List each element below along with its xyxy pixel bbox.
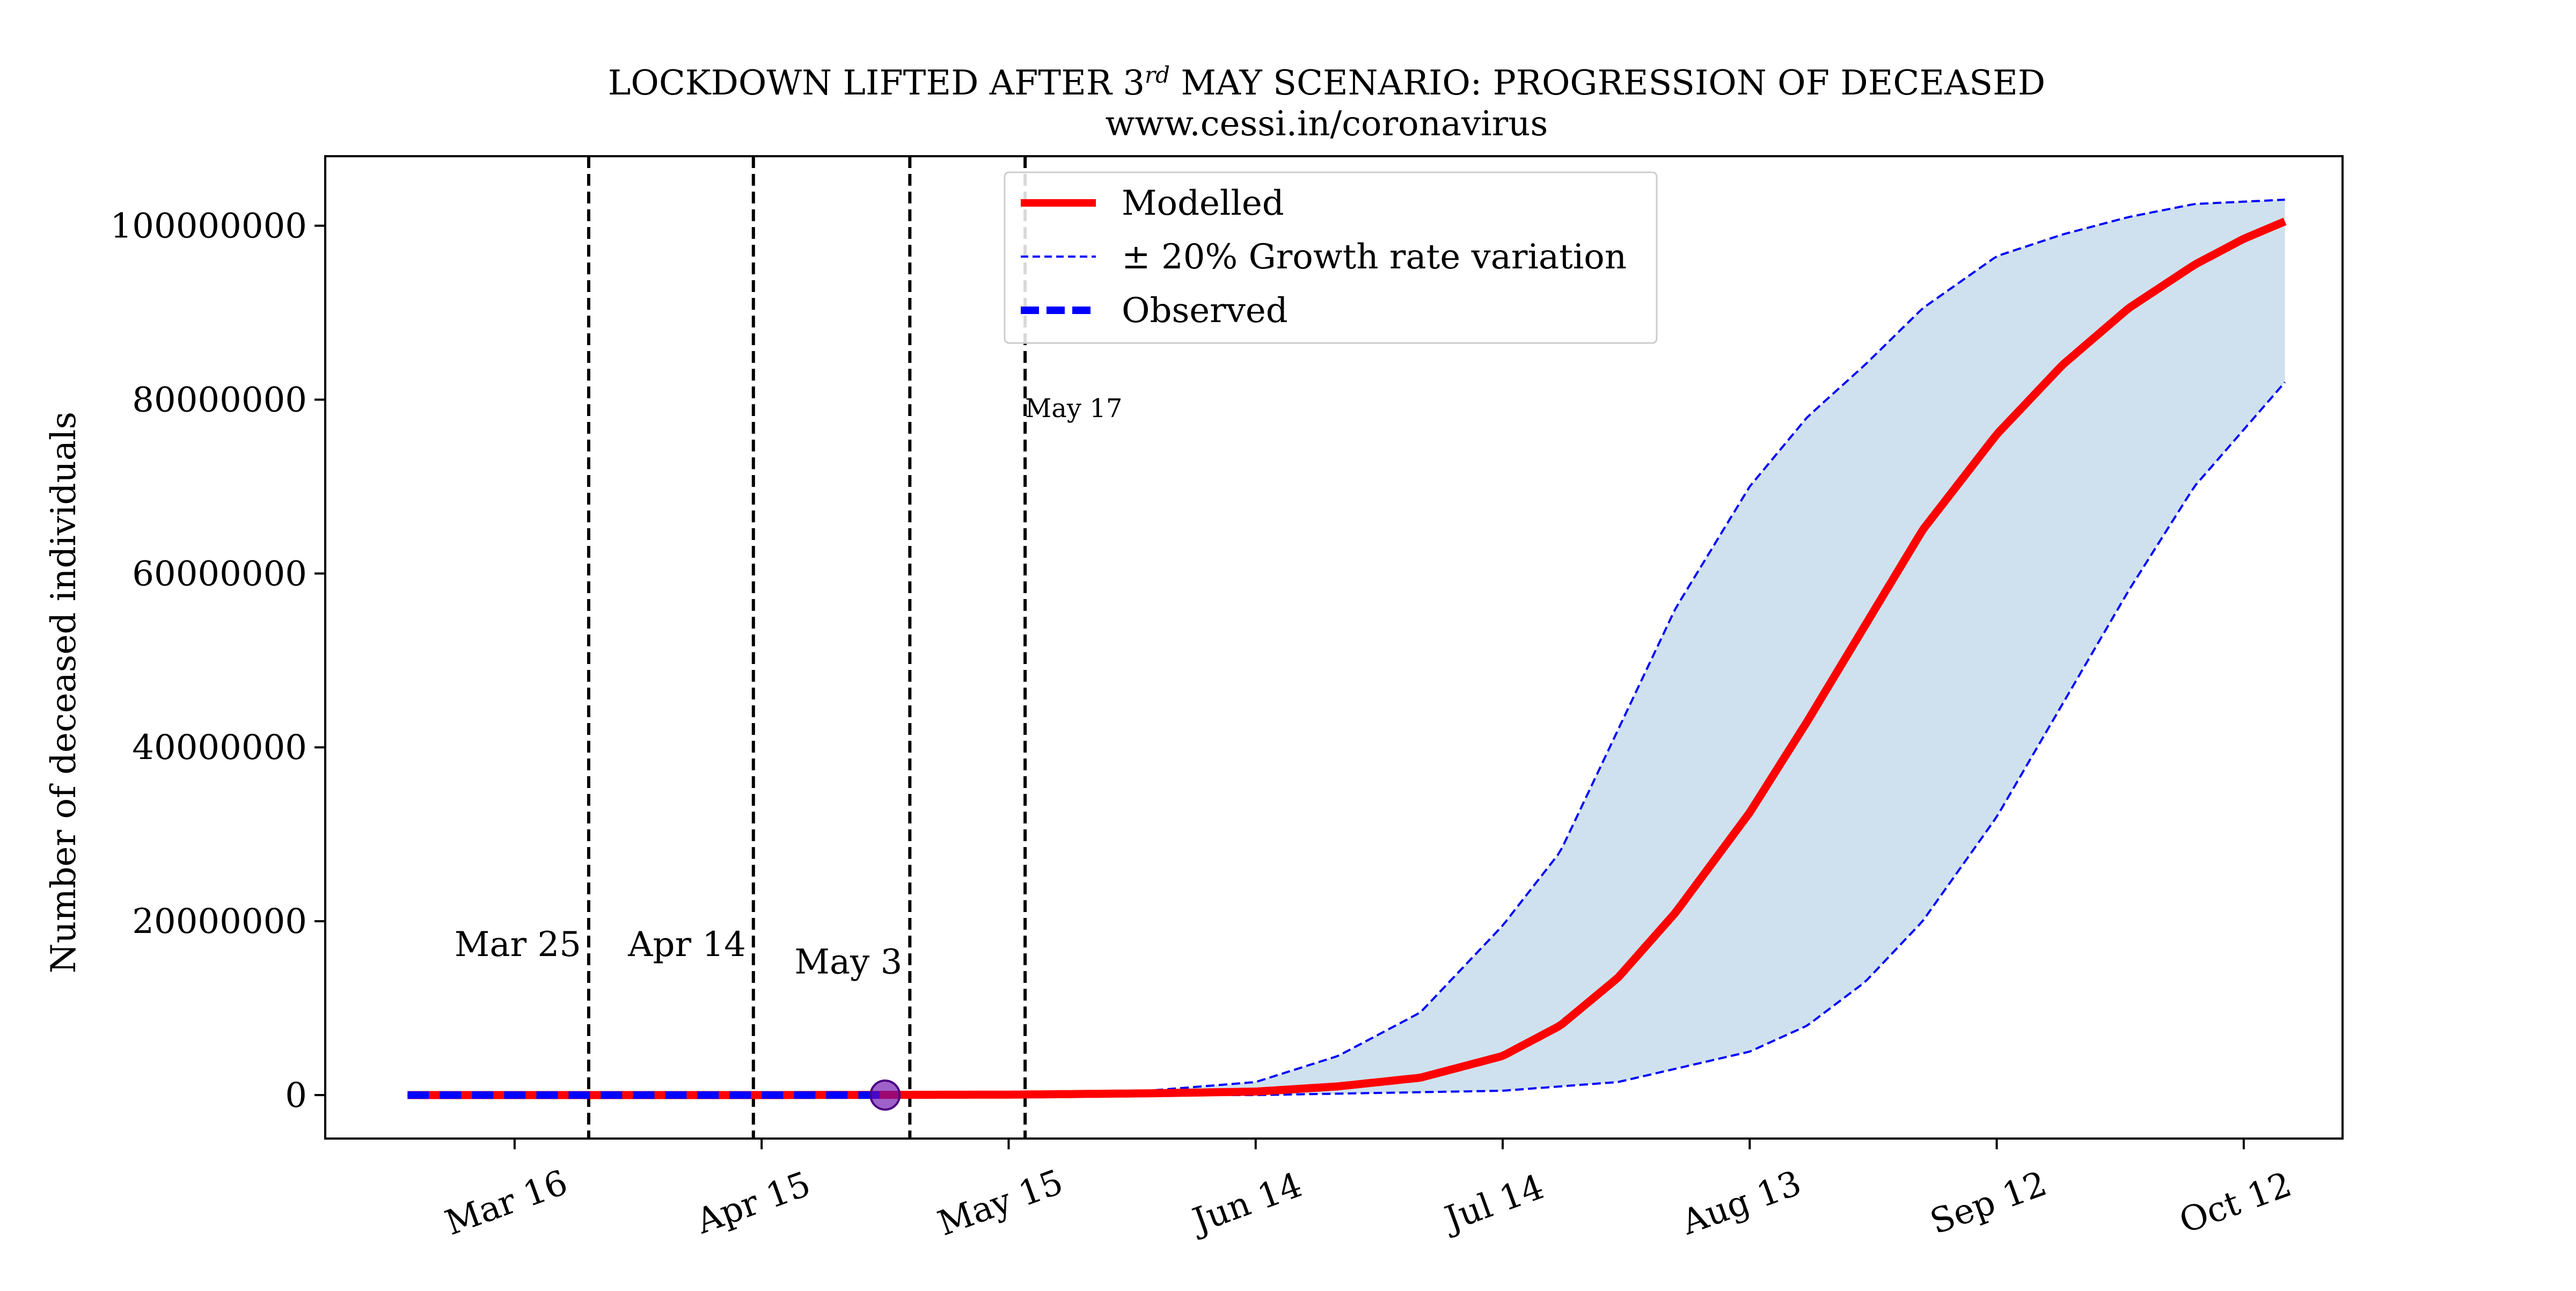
x-tick-label-4: Jul 14 [1437,1167,1549,1240]
series-modelled [407,217,2287,1099]
legend-label-2: Observed [1122,291,1288,331]
observed-marker [869,1080,901,1111]
plot-area: Mar 25 Apr 14 May 3 May 17 0 20000000 40000000… [111,155,2344,1244]
x-tick-label-6: Sep 12 [1925,1164,2052,1242]
legend-label-1: ± 20% Growth rate variation [1122,237,1627,277]
chart-title-rest: MAY SCENARIO: PROGRESSION OF DECEASED [1170,63,2045,103]
y-tick-label-1: 20000000 [132,902,307,942]
legend: Modelled ± 20% Growth rate variation Obser… [1004,171,1658,344]
y-tick-label-0: 0 [285,1076,307,1115]
x-tick-label-1: Apr 15 [691,1164,816,1242]
chart-title-main: LOCKDOWN LIFTED AFTER 3 [608,63,1145,103]
x-tick-label-3: Jun 14 [1185,1165,1307,1242]
plot-frame [324,155,2344,1140]
vline-label-1: Apr 14 [627,925,746,965]
vline-label-2: May 3 [794,942,902,982]
y-axis-label: Number of deceased individuals [44,412,84,973]
x-tick-label-5: Aug 13 [1676,1163,1806,1243]
chart-title-superscript: rd [1145,62,1170,88]
y-tick-label-4: 80000000 [132,380,307,420]
legend-label-0: Modelled [1122,184,1284,223]
chart-title: LOCKDOWN LIFTED AFTER 3rd MAY SCENARIO: … [608,62,2045,103]
x-tick-label-0: Mar 16 [440,1163,573,1243]
legend-box [1004,171,1658,344]
y-tick-label-2: 40000000 [132,728,307,768]
x-tick-label-7: Oct 12 [2175,1165,2297,1242]
y-tick-label-3: 60000000 [132,554,307,594]
y-tick-label-5: 100000000 [111,207,307,246]
chart-subtitle: www.cessi.in/coronavirus [1106,104,1548,144]
x-tick-label-2: May 15 [933,1162,1068,1244]
vline-label-0: Mar 25 [455,925,581,965]
growth-variation-band [407,200,2285,1095]
vline-label-3: May 17 [1025,393,1122,424]
